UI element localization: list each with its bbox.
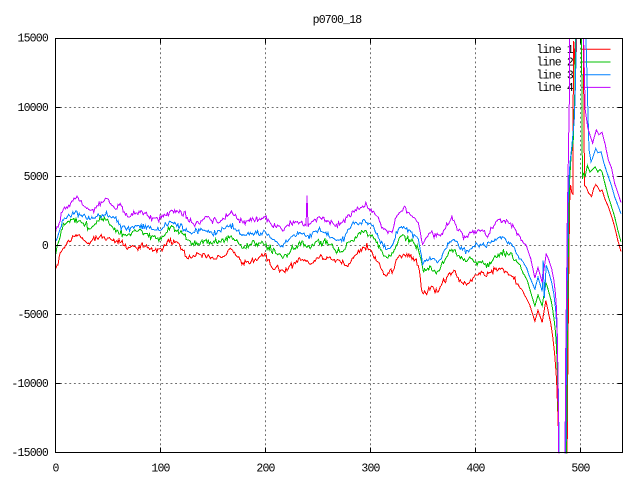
svg-text:100: 100 (151, 463, 170, 476)
svg-text:line 3: line 3 (536, 69, 574, 82)
svg-text:line 2: line 2 (536, 57, 574, 70)
svg-text:0: 0 (42, 240, 49, 253)
svg-text:15000: 15000 (17, 33, 48, 46)
svg-text:400: 400 (466, 463, 485, 476)
svg-text:200: 200 (256, 463, 275, 476)
svg-text:line 4: line 4 (536, 82, 574, 95)
svg-text:line 1: line 1 (536, 44, 574, 57)
svg-text:-10000: -10000 (11, 378, 49, 391)
svg-text:-5000: -5000 (17, 309, 48, 322)
svg-text:p0700_18: p0700_18 (313, 14, 363, 27)
svg-text:5000: 5000 (24, 171, 49, 184)
svg-text:10000: 10000 (17, 102, 48, 115)
svg-text:0: 0 (52, 463, 59, 476)
svg-text:-15000: -15000 (11, 447, 49, 460)
svg-text:300: 300 (361, 463, 380, 476)
svg-text:500: 500 (571, 463, 590, 476)
